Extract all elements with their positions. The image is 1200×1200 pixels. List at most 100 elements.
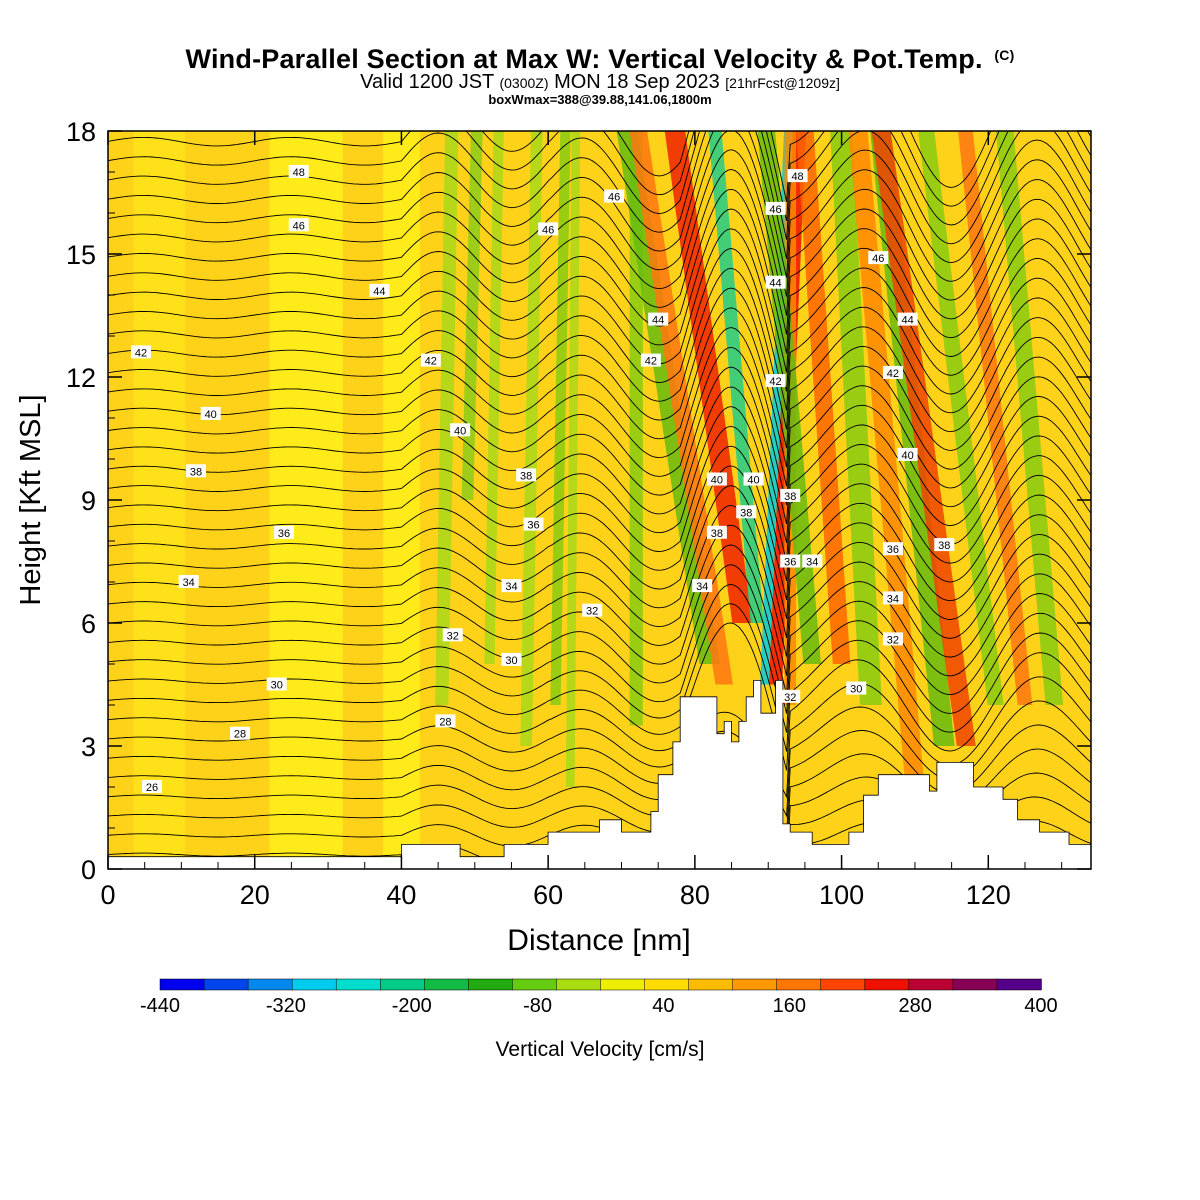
theta-label-text: 46 xyxy=(293,220,305,232)
theta-label-text: 34 xyxy=(183,577,195,589)
colorbar-swatch xyxy=(247,978,293,991)
theta-contour-line xyxy=(108,327,1091,487)
theta-label-bg xyxy=(266,677,287,691)
theta-contour-line xyxy=(108,504,1091,657)
theta-contour-line xyxy=(108,248,1091,411)
theta-label: 40 xyxy=(897,447,918,462)
theta-contour-line xyxy=(108,700,1091,818)
colorbar-tick-label: 280 xyxy=(898,995,931,1017)
theta-label: 38 xyxy=(186,464,207,478)
theta-label-text: 40 xyxy=(711,475,723,487)
theta-label-text: 38 xyxy=(711,528,723,540)
theta-label: 38 xyxy=(736,505,757,519)
theta-contour-line xyxy=(108,208,1091,373)
theta-label-text: 36 xyxy=(887,544,899,556)
theta-label-bg xyxy=(787,169,808,183)
colorbar-swatch xyxy=(512,978,558,991)
theta-label-text: 32 xyxy=(887,634,899,646)
velocity-field xyxy=(133,131,1064,869)
theta-label-text: 36 xyxy=(527,520,539,532)
theta-label-text: 38 xyxy=(740,507,752,519)
theta-label: 30 xyxy=(266,677,287,692)
theta-label: 40 xyxy=(743,472,764,487)
theta-label-bg xyxy=(450,423,471,437)
theta-contour-line xyxy=(108,445,1091,601)
velocity-band xyxy=(995,131,1064,705)
velocity-band xyxy=(796,131,851,664)
theta-label-text: 38 xyxy=(520,470,532,482)
theta-label: 26 xyxy=(142,780,163,794)
theta-contour-line xyxy=(108,149,1091,316)
theta-contour-line xyxy=(108,267,1091,430)
theta-label: 42 xyxy=(420,353,441,368)
theta-label-text: 30 xyxy=(850,684,862,696)
theta-label: 34 xyxy=(692,579,713,593)
theta-label: 32 xyxy=(442,628,463,642)
theta-contour-line xyxy=(108,820,1091,869)
velocity-band xyxy=(769,131,807,685)
theta-label: 36 xyxy=(274,525,295,540)
theta-contour-line xyxy=(108,603,1091,752)
theta-label: 28 xyxy=(230,726,251,741)
theta-contour-line xyxy=(108,228,1091,392)
theta-label-bg xyxy=(934,538,955,552)
theta-label: 44 xyxy=(897,312,918,327)
theta-contour-line xyxy=(108,724,1091,837)
colorbar-tick-label: -200 xyxy=(392,995,432,1017)
x-tick-label: 0 xyxy=(100,880,115,910)
theta-label-text: 32 xyxy=(784,692,796,704)
velocity-band xyxy=(383,131,420,869)
theta-label: 42 xyxy=(640,353,661,368)
theta-label-text: 36 xyxy=(784,557,796,569)
theta-label-text: 38 xyxy=(784,491,796,503)
theta-label-text: 40 xyxy=(747,475,759,487)
theta-label: 36 xyxy=(523,517,544,532)
theta-label-bg xyxy=(288,218,309,232)
plot-frame xyxy=(107,130,1092,870)
theta-contour-line xyxy=(108,307,1091,468)
colorbar-swatch xyxy=(380,978,426,991)
theta-label: 44 xyxy=(765,275,786,290)
theta-label-bg xyxy=(230,726,251,740)
velocity-band xyxy=(848,131,925,787)
theta-label-text: 46 xyxy=(608,192,620,204)
colorbar-swatch xyxy=(335,978,382,991)
velocity-band xyxy=(708,131,764,623)
theta-label: 42 xyxy=(882,365,903,380)
theta-label: 40 xyxy=(706,472,727,487)
theta-label-text: 48 xyxy=(791,171,803,183)
colorbar-swatch xyxy=(688,978,734,991)
theta-label-bg xyxy=(501,652,522,666)
theta-label-bg xyxy=(200,406,221,420)
colorbar-swatch xyxy=(864,978,910,991)
x-tick-label: 40 xyxy=(386,880,416,910)
colorbar-swatch xyxy=(776,978,822,991)
theta-label-text: 42 xyxy=(425,356,437,368)
theta-label-text: 40 xyxy=(205,409,217,421)
theta-label: 38 xyxy=(706,525,727,540)
forecast-info: [21hrFcst@1209z] xyxy=(725,75,840,91)
velocity-band xyxy=(918,131,1004,705)
theta-label: 36 xyxy=(780,554,801,569)
colorbar-swatch xyxy=(644,978,690,991)
valid-date: MON 18 Sep 2023 xyxy=(554,71,720,93)
x-tick-label: 100 xyxy=(819,880,864,910)
theta-label-bg xyxy=(178,575,199,588)
theta-label-bg xyxy=(882,542,903,556)
theta-label-text: 36 xyxy=(278,528,290,540)
theta-label-bg xyxy=(420,353,441,367)
colorbar-label: Vertical Velocity [cm/s] xyxy=(496,1038,705,1061)
velocity-band xyxy=(269,131,343,869)
theta-label-text: 48 xyxy=(293,167,305,179)
theta-contour-line xyxy=(108,287,1091,449)
theta-label: 34 xyxy=(882,591,903,605)
chart-title: Wind-Parallel Section at Max W: Vertical… xyxy=(0,44,1200,75)
theta-contour-line xyxy=(108,425,1091,582)
theta-contour-line xyxy=(108,748,1091,856)
theta-label: 30 xyxy=(501,652,522,667)
colorbar-swatch xyxy=(424,978,470,991)
theta-label-bg xyxy=(692,579,713,593)
colorbar-swatch xyxy=(556,978,602,991)
box-info: boxWmax=388@39.88,141.06,1800m xyxy=(488,92,712,107)
